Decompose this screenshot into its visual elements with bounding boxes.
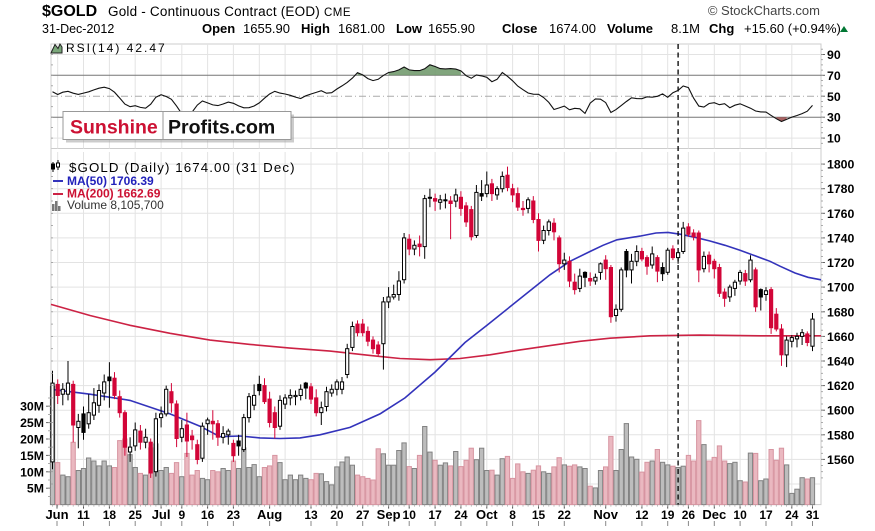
svg-text:22: 22 [558, 508, 572, 522]
svg-text:1780: 1780 [827, 182, 855, 196]
svg-text:Aug: Aug [257, 507, 282, 522]
svg-text:+15.60 (+0.94%): +15.60 (+0.94%) [744, 21, 841, 36]
svg-text:16: 16 [201, 508, 215, 522]
svg-text:70: 70 [827, 69, 841, 83]
svg-text:90: 90 [827, 48, 841, 62]
svg-text:10: 10 [827, 132, 841, 146]
svg-text:24: 24 [785, 508, 799, 522]
svg-text:5M: 5M [27, 482, 44, 496]
svg-text:Jul: Jul [152, 507, 171, 522]
svg-text:1640: 1640 [827, 355, 855, 369]
svg-text:1674.00: 1674.00 [549, 21, 596, 36]
svg-text:Sep: Sep [377, 507, 401, 522]
svg-text:MA(50) 1706.39: MA(50) 1706.39 [67, 174, 154, 188]
svg-text:18: 18 [103, 508, 117, 522]
svg-text:30M: 30M [20, 400, 44, 414]
svg-text:10M: 10M [20, 465, 44, 479]
svg-text:RSI(14) 42.47: RSI(14) 42.47 [66, 41, 167, 55]
svg-text:25M: 25M [20, 416, 44, 430]
svg-text:15: 15 [532, 508, 546, 522]
svg-text:10: 10 [403, 508, 417, 522]
svg-text:1760: 1760 [827, 207, 855, 221]
svg-text:20M: 20M [20, 433, 44, 447]
svg-text:$GOLD (Daily) 1674.00 (31 Dec): $GOLD (Daily) 1674.00 (31 Dec) [69, 160, 296, 175]
svg-text:8: 8 [509, 508, 516, 522]
svg-text:1660: 1660 [827, 330, 855, 344]
svg-text:Low: Low [396, 21, 423, 36]
svg-text:High: High [301, 21, 330, 36]
svg-text:Volume 8,105,700: Volume 8,105,700 [67, 198, 164, 212]
svg-text:1655.90: 1655.90 [428, 21, 475, 36]
svg-text:Jun: Jun [45, 507, 68, 522]
svg-text:Close: Close [502, 21, 537, 36]
svg-text:Oct: Oct [476, 507, 498, 522]
svg-text:$GOLD: $GOLD [42, 3, 97, 20]
svg-text:20: 20 [330, 508, 344, 522]
svg-text:25: 25 [129, 508, 143, 522]
svg-text:Dec: Dec [702, 507, 726, 522]
svg-text:Open: Open [202, 21, 235, 36]
svg-text:1800: 1800 [827, 158, 855, 172]
svg-text:1655.90: 1655.90 [243, 21, 290, 36]
svg-text:1560: 1560 [827, 453, 855, 467]
svg-text:Volume: Volume [607, 21, 653, 36]
svg-text:10: 10 [733, 508, 747, 522]
svg-text:8.1M: 8.1M [671, 21, 700, 36]
svg-text:17: 17 [428, 508, 442, 522]
svg-text:19: 19 [661, 508, 675, 522]
svg-text:1740: 1740 [827, 231, 855, 245]
svg-text:27: 27 [356, 508, 370, 522]
svg-text:26: 26 [682, 508, 696, 522]
svg-text:1620: 1620 [827, 379, 855, 393]
svg-text:17: 17 [759, 508, 773, 522]
svg-text:1681.00: 1681.00 [338, 21, 385, 36]
svg-text:50: 50 [827, 90, 841, 104]
svg-text:Sunshine: Sunshine [70, 117, 158, 139]
svg-text:MA(200) 1662.69: MA(200) 1662.69 [67, 187, 161, 201]
svg-text:1700: 1700 [827, 281, 855, 295]
svg-text:© StockCharts.com: © StockCharts.com [708, 3, 820, 18]
svg-text:1580: 1580 [827, 428, 855, 442]
svg-text:1680: 1680 [827, 305, 855, 319]
svg-text:11: 11 [77, 508, 90, 522]
svg-text:Profits.com: Profits.com [168, 117, 275, 139]
svg-text:1720: 1720 [827, 256, 855, 270]
svg-text:23: 23 [227, 508, 241, 522]
svg-text:13: 13 [304, 508, 318, 522]
svg-text:Gold - Continuous Contract (EO: Gold - Continuous Contract (EOD) CME [108, 4, 351, 19]
svg-text:15M: 15M [20, 449, 44, 463]
svg-text:Nov: Nov [593, 507, 618, 522]
svg-text:Chg: Chg [709, 21, 734, 36]
svg-text:31-Dec-2012: 31-Dec-2012 [42, 22, 114, 36]
svg-text:12: 12 [635, 508, 649, 522]
svg-text:30: 30 [827, 111, 841, 125]
svg-text:31: 31 [806, 508, 820, 522]
svg-text:1600: 1600 [827, 404, 855, 418]
svg-text:9: 9 [178, 508, 185, 522]
svg-text:24: 24 [454, 508, 468, 522]
